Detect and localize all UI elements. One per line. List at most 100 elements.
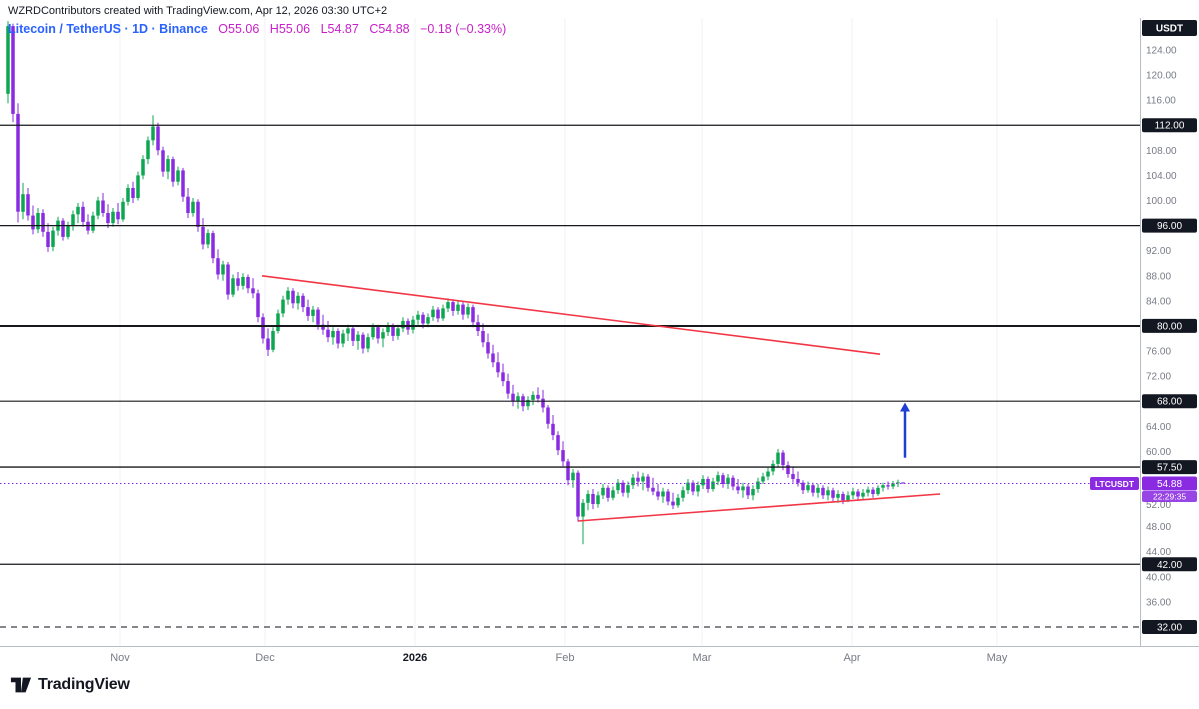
candle [631, 474, 635, 489]
candle [811, 482, 815, 497]
tradingview-logo[interactable]: TradingView [10, 676, 130, 694]
candle [551, 415, 555, 441]
candle [726, 474, 730, 489]
trendline[interactable] [261, 275, 881, 355]
candle [521, 393, 525, 412]
candle [841, 491, 845, 505]
candle [36, 208, 40, 234]
price-axis-label: 92.00 [1146, 246, 1171, 257]
candle [546, 405, 550, 429]
candle [656, 484, 660, 501]
candle [776, 448, 780, 468]
symbol-title[interactable]: Litecoin / TetherUS · 1D · Binance [8, 22, 208, 36]
candle [201, 218, 205, 250]
candle [876, 485, 880, 496]
trendline[interactable] [577, 493, 941, 522]
time-axis-label[interactable]: 2026 [403, 652, 427, 664]
time-axis-label[interactable]: Mar [693, 652, 712, 664]
candle [616, 479, 620, 494]
candle [376, 324, 380, 344]
price-axis-label: 44.00 [1146, 547, 1171, 558]
candle [226, 262, 230, 300]
candle [701, 475, 705, 489]
candle [626, 481, 630, 498]
candle [276, 309, 280, 334]
price-axis-label: 52.00 [1146, 500, 1171, 511]
price-axis-badge: 80.00 [1142, 318, 1197, 333]
candle [131, 181, 135, 203]
candle [446, 298, 450, 313]
price-axis-label: 124.00 [1146, 46, 1177, 57]
candle [786, 461, 790, 478]
candle [176, 166, 180, 186]
candle [571, 468, 575, 488]
arrow-drawing[interactable] [900, 402, 910, 458]
price-axis-badge: 68.00 [1142, 394, 1197, 409]
candle [291, 288, 295, 309]
candle [721, 472, 725, 488]
candle [681, 486, 685, 502]
price-axis-label: 84.00 [1146, 296, 1171, 307]
price-axis-badge: 42.00 [1142, 557, 1197, 572]
time-axis-label[interactable]: Apr [843, 652, 860, 664]
candle [136, 171, 140, 201]
candle [576, 470, 580, 522]
symbol-info-bar[interactable]: Litecoin / TetherUS · 1D · Binance O55.0… [8, 22, 506, 36]
price-axis-label: 116.00 [1146, 96, 1176, 107]
svg-text:42.00: 42.00 [1157, 560, 1182, 571]
svg-text:LTCUSDT: LTCUSDT [1095, 479, 1135, 489]
time-axis-label[interactable]: May [987, 652, 1008, 664]
candle [351, 325, 355, 346]
candle [156, 122, 160, 156]
candle [401, 317, 405, 333]
candle [111, 208, 115, 227]
candle [451, 299, 455, 316]
grid-lines [119, 18, 998, 646]
candle [96, 196, 100, 220]
candle [871, 487, 875, 498]
candle [31, 205, 35, 235]
candle [746, 484, 750, 499]
candle [691, 480, 695, 496]
candle [431, 305, 435, 321]
price-axis-label: 48.00 [1146, 522, 1171, 533]
time-axis-label[interactable]: Feb [556, 652, 575, 664]
candle [411, 315, 415, 334]
candle [361, 332, 365, 354]
candles [6, 21, 905, 545]
candle [426, 313, 430, 328]
candle [896, 479, 900, 488]
candle [761, 472, 765, 484]
countdown-badge: 22:29:35 [1142, 491, 1197, 502]
candle [456, 300, 460, 315]
time-axis-label[interactable]: Dec [255, 652, 275, 664]
candle [586, 490, 590, 511]
candle [256, 289, 260, 323]
candle [711, 477, 715, 492]
candle [596, 491, 600, 508]
ohlc-open: O55.06 [218, 22, 260, 36]
candle [56, 216, 60, 236]
candle [751, 485, 755, 501]
candle [866, 486, 870, 497]
candle [301, 293, 305, 313]
candle [756, 477, 760, 493]
candle [836, 490, 840, 503]
candle [251, 278, 255, 299]
candle [116, 203, 120, 225]
candle [306, 299, 310, 321]
candle [396, 324, 400, 340]
ohlc-close: C54.88 [369, 22, 410, 36]
price-axis-badge: 57.50 [1142, 460, 1197, 475]
candle [331, 327, 335, 345]
tradingview-logo-text: TradingView [38, 676, 130, 693]
candle [506, 373, 510, 399]
candle [491, 344, 495, 368]
candle [91, 211, 95, 234]
candle [556, 431, 560, 456]
time-axis-label[interactable]: Nov [110, 652, 130, 664]
candle [611, 486, 615, 501]
candle [6, 21, 10, 104]
